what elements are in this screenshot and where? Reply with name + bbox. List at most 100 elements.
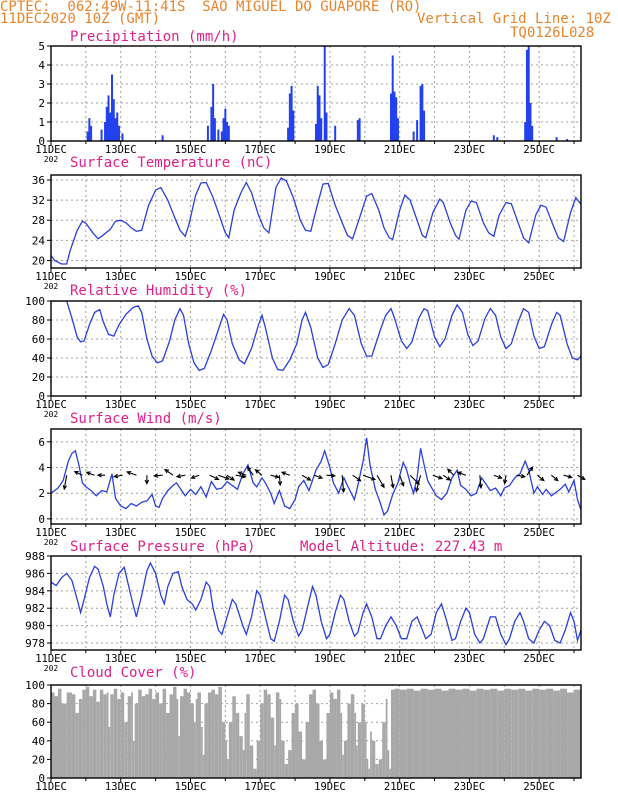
cloud-column — [242, 750, 245, 778]
cloud-column — [82, 689, 86, 778]
cloud-column — [274, 745, 276, 778]
temp-grid — [51, 175, 581, 268]
wind-arrow — [399, 475, 405, 486]
wind-arrow — [164, 469, 174, 476]
x-tick-label: 25DEC — [523, 399, 555, 411]
precip-bar — [323, 46, 326, 141]
x-tick-label: 17DEC — [244, 527, 276, 539]
cloud-column — [476, 688, 484, 778]
wind-arrowhead — [437, 475, 444, 480]
cloud-column — [309, 694, 313, 778]
x-tick-label: 15DEC — [175, 781, 207, 793]
precip-bar — [492, 135, 495, 141]
cloud-column — [54, 696, 58, 778]
precip-bar — [416, 120, 419, 141]
precip-bar — [116, 112, 119, 141]
header-model-id: TQ0126L028 — [510, 25, 595, 41]
wind-arrow — [376, 474, 385, 488]
precip-bar — [292, 110, 295, 141]
x-tick-label: 11DEC — [35, 527, 67, 539]
cloud-column — [350, 694, 355, 778]
y-tick-label: 60 — [32, 716, 45, 729]
cloud-frame — [50, 684, 582, 779]
wind-arrowhead — [246, 466, 252, 472]
precip-bar — [334, 125, 337, 141]
y-tick-label: 80 — [32, 698, 45, 711]
cloud-column — [270, 717, 275, 778]
wind-arrow — [352, 474, 361, 482]
cloud-column — [256, 740, 261, 778]
x-tick-label: 23DEC — [454, 144, 486, 156]
cloud-column — [178, 736, 181, 778]
precip-bar — [88, 118, 91, 141]
cloud-column — [420, 688, 428, 778]
cloud-column — [539, 689, 547, 778]
y-tick-label: 40 — [32, 352, 45, 365]
cloud-column — [368, 768, 371, 778]
wind-arrow — [314, 474, 323, 479]
x-tick-label: 21DEC — [384, 399, 416, 411]
precip-bar — [86, 131, 89, 141]
cloud-column — [132, 740, 135, 778]
cloud-column — [71, 694, 76, 778]
x-year-label: 202 — [44, 410, 59, 419]
wind-arrowhead — [580, 475, 586, 481]
y-tick-label: 2 — [38, 97, 45, 110]
y-tick-label: 2 — [38, 487, 45, 500]
wind-series-line — [51, 437, 581, 517]
precip-bar — [527, 46, 530, 141]
precip-bar — [421, 84, 424, 141]
cloud-column — [120, 692, 125, 778]
cloud-column — [370, 731, 372, 778]
x-year-label: 202 — [44, 538, 59, 547]
header-grid-note: Vertical Grid Line: 10Z — [417, 11, 611, 27]
wind-title: Surface Wind (m/s) — [70, 411, 222, 427]
wind-arrow — [191, 474, 200, 479]
y-tick-label: 20 — [32, 753, 45, 766]
wind-arrowhead — [306, 476, 312, 481]
precip-bar — [496, 137, 499, 141]
y-tick-label: 4 — [38, 462, 45, 475]
wind-arrowhead — [502, 479, 508, 485]
cloud-column — [202, 754, 205, 778]
wind-arrowhead — [280, 471, 286, 476]
x-tick-label: 25DEC — [523, 653, 555, 665]
cloud-column — [267, 694, 271, 778]
cloud-column — [124, 722, 128, 778]
cloud-column — [85, 686, 90, 778]
y-tick-label: 0 — [38, 135, 45, 148]
x-tick-label: 25DEC — [523, 144, 555, 156]
y-tick-label: 20 — [32, 254, 45, 267]
wind-arrowhead — [341, 488, 346, 494]
precip-frame — [50, 45, 582, 142]
cloud-column — [96, 701, 100, 778]
y-tick-label: 6 — [38, 436, 45, 449]
wind-arrow — [563, 474, 572, 478]
cloud-column — [469, 690, 477, 778]
precip-bar — [220, 131, 223, 141]
cloud-column — [138, 689, 142, 778]
wind-arrow — [415, 475, 422, 492]
x-tick-label: 19DEC — [314, 781, 346, 793]
cloud-column — [239, 736, 243, 778]
cloud-column — [518, 688, 526, 778]
cloud-column — [413, 690, 421, 778]
precip-bar — [412, 131, 415, 141]
precip-bars — [86, 46, 569, 141]
cloud-column — [497, 690, 505, 778]
y-tick-label: 60 — [32, 333, 45, 346]
cloud-column — [284, 764, 289, 778]
precip-bar — [555, 137, 558, 141]
cloud-column — [162, 688, 167, 778]
wind-arrow — [127, 471, 137, 476]
cloud-column — [221, 722, 226, 778]
wind-arrow — [326, 474, 335, 477]
cloud-column — [190, 703, 194, 778]
y-tick-label: 80 — [32, 314, 45, 327]
cloud-panel: 0 20 40 60 80 100 11DEC 13DEC 15DEC 17DEC 19DEC 21D… — [25, 679, 582, 793]
cloud-column — [75, 712, 79, 778]
cloud-column — [263, 689, 268, 778]
cloud-column — [483, 689, 491, 778]
cloud-column — [113, 688, 118, 778]
wind-arrow — [516, 474, 525, 478]
